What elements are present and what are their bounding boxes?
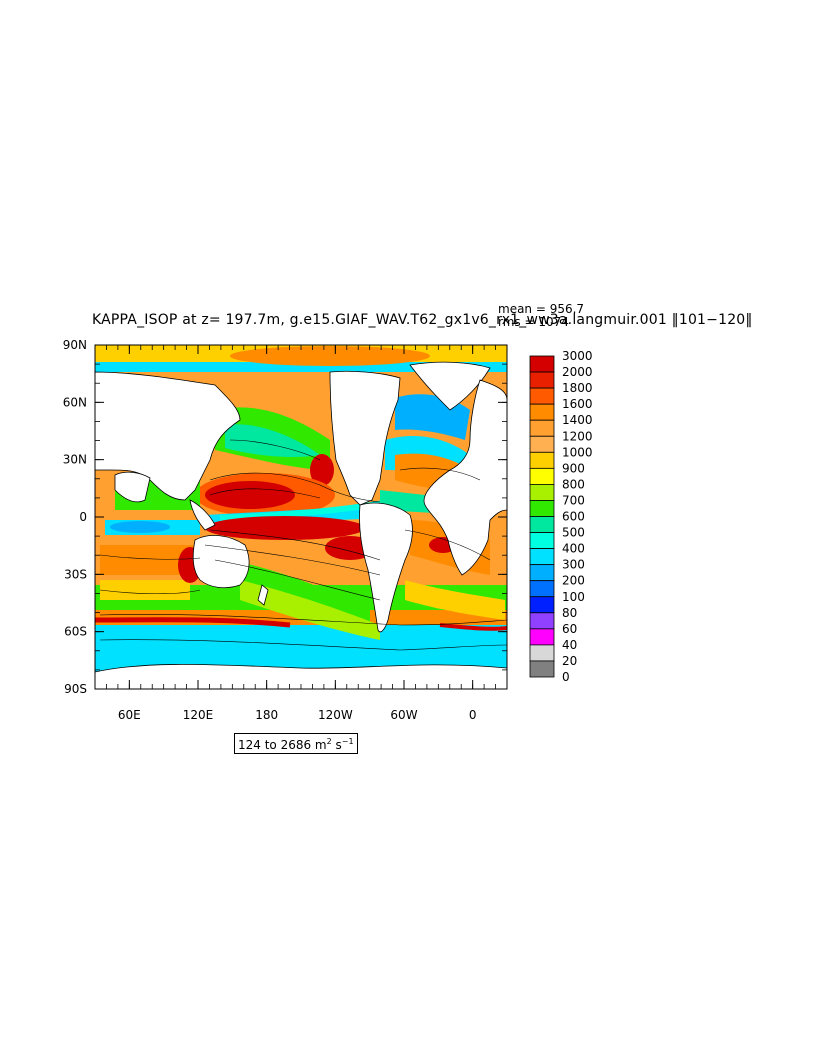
colorbar-label: 20 xyxy=(562,654,577,668)
lon-label: 60E xyxy=(118,708,141,722)
colorbar-label: 500 xyxy=(562,526,585,540)
colorbar-swatch xyxy=(529,467,555,485)
colorbar-label: 600 xyxy=(562,510,585,524)
colorbar-label: 3000 xyxy=(562,349,593,363)
colorbar-label: 200 xyxy=(562,574,585,588)
colorbar-label: 700 xyxy=(562,493,585,507)
colorbar: 3000200018001600140012001000900800700600… xyxy=(529,349,593,684)
colorbar-label: 0 xyxy=(562,670,570,684)
lat-label: 30S xyxy=(64,567,87,581)
lat-label: 30N xyxy=(63,453,87,467)
colorbar-swatch xyxy=(529,403,555,421)
colorbar-label: 300 xyxy=(562,558,585,572)
units-mid-text: s xyxy=(331,738,342,752)
rms-label: rms = 1074 xyxy=(498,315,569,329)
colorbar-swatch xyxy=(529,500,555,517)
mean-label: mean = 956.7 xyxy=(498,302,585,316)
units-box: 124 to 2686 m2 s−1 xyxy=(234,733,358,754)
colorbar-label: 40 xyxy=(562,638,577,652)
axis-ticks xyxy=(94,344,508,690)
lat-label: 90N xyxy=(63,338,87,352)
colorbar-label: 1400 xyxy=(562,413,593,427)
lat-label: 60N xyxy=(63,395,87,409)
colorbar-swatch xyxy=(529,371,555,389)
lon-label: 120W xyxy=(318,708,353,722)
lat-label: 90S xyxy=(64,682,87,696)
colorbar-swatch xyxy=(529,564,555,582)
colorbar-swatch xyxy=(529,628,555,646)
lat-label: 0 xyxy=(79,510,87,524)
colorbar-label: 2000 xyxy=(562,365,593,379)
colorbar-swatch xyxy=(529,596,555,614)
colorbar-swatch xyxy=(529,580,555,598)
colorbar-swatch xyxy=(529,548,555,566)
contour-lines xyxy=(99,439,507,651)
colorbar-swatch xyxy=(529,387,555,405)
lon-label: 120E xyxy=(183,708,214,722)
colorbar-label: 1800 xyxy=(562,381,593,395)
units-range-text: 124 to 2686 m xyxy=(238,738,327,752)
colorbar-swatch xyxy=(529,612,555,630)
colorbar-swatch xyxy=(529,419,555,437)
colorbar-swatch xyxy=(529,483,555,501)
colorbar-swatch xyxy=(529,644,555,662)
plot-title: KAPPA_ISOP at z= 197.7m, g.e15.GIAF_WAV.… xyxy=(92,312,753,328)
lon-label: 0 xyxy=(469,708,477,722)
colorbar-swatch xyxy=(529,532,555,549)
colorbar-label: 60 xyxy=(562,622,577,636)
colorbar-label: 900 xyxy=(562,461,585,475)
colorbar-label: 80 xyxy=(562,606,577,620)
colorbar-swatch xyxy=(529,451,555,469)
lon-label: 60W xyxy=(390,708,417,722)
colorbar-swatch xyxy=(529,516,555,533)
colorbar-swatch xyxy=(529,660,555,678)
units-exp2: −1 xyxy=(341,737,354,746)
colorbar-label: 1000 xyxy=(562,445,593,459)
colorbar-label: 800 xyxy=(562,477,585,491)
lat-tick-labels: 90N 60N 30N 0 30S 60S 90S xyxy=(63,338,87,696)
units-exp1: 2 xyxy=(326,737,332,746)
colorbar-label: 1200 xyxy=(562,429,593,443)
colorbar-label: 100 xyxy=(562,590,585,604)
lon-label: 180 xyxy=(255,708,278,722)
colorbar-label: 400 xyxy=(562,542,585,556)
colorbar-swatch xyxy=(529,435,555,453)
colorbar-swatch xyxy=(529,355,555,373)
lon-tick-labels: 60E 120E 180 120W 60W 0 xyxy=(118,708,477,722)
lat-label: 60S xyxy=(64,625,87,639)
colorbar-label: 1600 xyxy=(562,397,593,411)
